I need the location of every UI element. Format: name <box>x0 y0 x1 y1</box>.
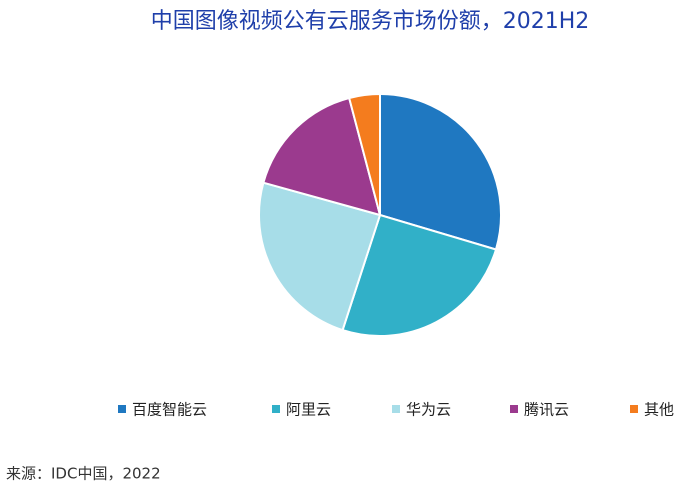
chart-title: 中国图像视频公有云服务市场份额，2021H2 <box>151 9 590 34</box>
legend-label: 其他 <box>644 401 674 419</box>
pie-slice <box>262 96 382 217</box>
legend-swatch <box>118 405 126 413</box>
pie-slice <box>379 92 502 251</box>
pie-slice <box>347 92 381 216</box>
pie-slice <box>258 181 382 332</box>
legend-label: 百度智能云 <box>132 401 207 419</box>
legend-label: 腾讯云 <box>524 401 569 419</box>
legend-swatch <box>272 405 280 413</box>
legend-swatch <box>630 405 638 413</box>
legend-label: 华为云 <box>406 401 451 419</box>
pie-slice <box>341 213 498 337</box>
legend-swatch <box>510 405 518 413</box>
source-note: 来源：IDC中国，2022 <box>6 465 161 483</box>
legend-swatch <box>392 405 400 413</box>
legend-label: 阿里云 <box>286 401 331 419</box>
